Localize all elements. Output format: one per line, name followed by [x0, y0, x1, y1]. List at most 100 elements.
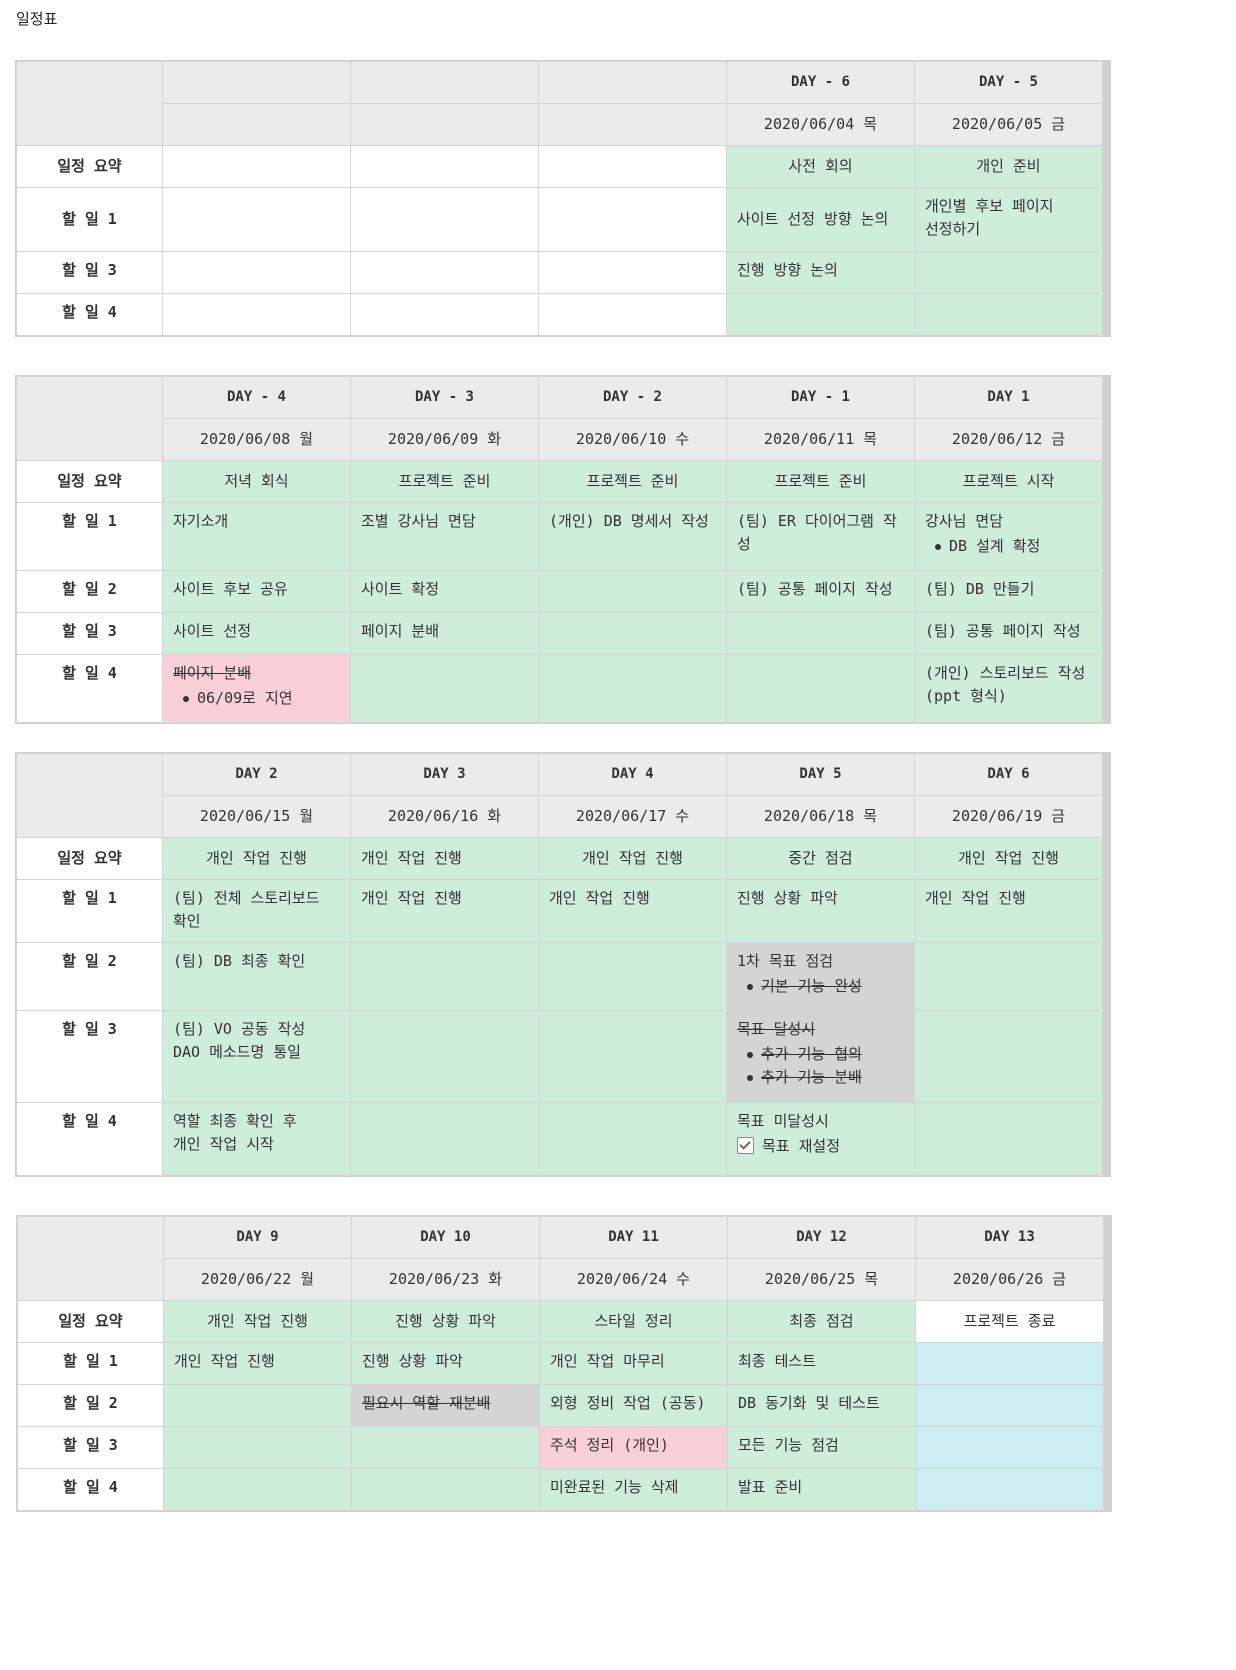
summary-cell: 프로젝트 준비: [726, 460, 915, 503]
todo-cell: 외형 정비 작업 (공동): [539, 1384, 728, 1427]
todo-cell: [915, 1384, 1104, 1427]
corner-cell: [16, 376, 163, 461]
todo-cell: [538, 1102, 727, 1176]
todo-text: 1차 목표 점검: [737, 952, 834, 970]
todo-cell: [538, 187, 727, 252]
row-label-todo4: 할 일 4: [16, 1102, 163, 1176]
todo-cell: [538, 293, 727, 336]
todo-cell: 사이트 선정 방향 논의: [726, 187, 915, 252]
summary-cell: [162, 145, 351, 188]
bullet-list: 기본 기능 완성: [737, 975, 904, 998]
row-label-todo1: 할 일 1: [16, 879, 163, 943]
checkbox-checked-icon[interactable]: [737, 1137, 754, 1154]
day-header: DAY 13: [915, 1216, 1104, 1259]
schedule-table-week4: DAY 9 DAY 10 DAY 11 DAY 12 DAY 13 2020/0…: [16, 1215, 1112, 1512]
todo-cell: (팀) 공통 페이지 작성: [726, 570, 915, 613]
date-header: 2020/06/08 월: [162, 418, 351, 461]
day-header: DAY 6: [914, 753, 1103, 796]
todo-cell: 1차 목표 점검 기본 기능 완성: [726, 942, 915, 1011]
summary-cell: 개인 작업 진행: [538, 837, 727, 880]
schedule-table-week2: DAY - 4 DAY - 3 DAY - 2 DAY - 1 DAY 1 20…: [15, 375, 1111, 724]
date-header: 2020/06/04 목: [726, 103, 915, 146]
corner-cell: [16, 753, 163, 838]
checklist-item: 목표 재설정: [737, 1135, 904, 1158]
todo-cell: [914, 942, 1103, 1011]
todo-cell: [162, 293, 351, 336]
todo-cell: 강사님 면담 DB 설계 확정: [914, 502, 1103, 571]
todo-cell: [163, 1468, 352, 1511]
todo-cell-struck: 필요시 역할 재분배: [351, 1384, 540, 1427]
date-header: [162, 103, 351, 146]
todo-cell: 개인 작업 진행: [163, 1342, 352, 1385]
todo-text-struck: 페이지 분배: [173, 664, 252, 682]
day-header: DAY 11: [539, 1216, 728, 1259]
todo-cell: [350, 251, 539, 294]
day-header: DAY - 1: [726, 376, 915, 419]
todo-cell: 개인 작업 진행: [914, 879, 1103, 943]
summary-cell: 개인 작업 진행: [163, 1300, 352, 1343]
todo-cell: (팀) DB 만들기: [914, 570, 1103, 613]
todo-cell: [914, 251, 1103, 294]
todo-cell: 조별 강사님 면담: [350, 502, 539, 571]
date-header: 2020/06/22 월: [163, 1258, 352, 1301]
date-header: 2020/06/23 화: [351, 1258, 540, 1301]
row-label-summary: 일정 요약: [16, 145, 163, 188]
todo-cell: 목표 미달성시 목표 재설정: [726, 1102, 915, 1176]
row-label-todo3: 할 일 3: [17, 1426, 164, 1469]
todo-cell: 최종 테스트: [727, 1342, 916, 1385]
todo-cell: [538, 654, 727, 723]
todo-cell: [162, 251, 351, 294]
todo-cell: 목표 달성시 추가 기능 협의 추가 기능 분배: [726, 1010, 915, 1103]
todo-cell: 진행 상황 파악: [351, 1342, 540, 1385]
row-label-todo1: 할 일 1: [16, 502, 163, 571]
day-header: DAY - 3: [350, 376, 539, 419]
bullet-item: DB 설계 확정: [935, 535, 1092, 558]
todo-cell: [914, 293, 1103, 336]
day-header: DAY 3: [350, 753, 539, 796]
todo-cell: (팀) ER 다이어그램 작성: [726, 502, 915, 571]
day-header: DAY 2: [162, 753, 351, 796]
todo-cell: 모든 기능 점검: [727, 1426, 916, 1469]
day-header: DAY 12: [727, 1216, 916, 1259]
day-header: DAY 1: [914, 376, 1103, 419]
todo-cell: 주석 정리 (개인): [539, 1426, 728, 1469]
todo-cell: [726, 293, 915, 336]
bullet-list: 추가 기능 협의 추가 기능 분배: [737, 1043, 904, 1089]
row-label-todo4: 할 일 4: [16, 293, 163, 336]
todo-cell: (팀) VO 공동 작성 DAO 메소드명 통일: [162, 1010, 351, 1103]
todo-cell: DB 동기화 및 테스트: [727, 1384, 916, 1427]
date-header: 2020/06/18 목: [726, 795, 915, 838]
schedule-table-week1: DAY - 6 DAY - 5 2020/06/04 목 2020/06/05 …: [15, 60, 1111, 337]
todo-cell: [163, 1384, 352, 1427]
date-header: 2020/06/25 목: [727, 1258, 916, 1301]
todo-cell: [350, 293, 539, 336]
bullet-list: 06/09로 지연: [173, 687, 340, 710]
todo-cell: [538, 570, 727, 613]
day-header: DAY 10: [351, 1216, 540, 1259]
todo-cell: [351, 1468, 540, 1511]
todo-cell: [162, 187, 351, 252]
day-header: DAY 9: [163, 1216, 352, 1259]
todo-cell: [914, 1102, 1103, 1176]
todo-cell: 자기소개: [162, 502, 351, 571]
todo-text: 목표 미달성시: [737, 1112, 829, 1130]
todo-cell: [163, 1426, 352, 1469]
row-label-todo2: 할 일 2: [17, 1384, 164, 1427]
row-label-todo2: 할 일 2: [16, 942, 163, 1011]
day-header: DAY 5: [726, 753, 915, 796]
todo-cell: (팀) 공통 페이지 작성: [914, 612, 1103, 655]
todo-cell: [538, 612, 727, 655]
summary-cell: 중간 점검: [726, 837, 915, 880]
todo-text-struck: 목표 달성시: [737, 1020, 816, 1038]
summary-cell: 개인 작업 진행: [914, 837, 1103, 880]
date-header: 2020/06/15 월: [162, 795, 351, 838]
row-label-todo4: 할 일 4: [16, 654, 163, 723]
summary-cell: 프로젝트 종료: [915, 1300, 1104, 1343]
todo-cell: 사이트 후보 공유: [162, 570, 351, 613]
date-header: 2020/06/12 금: [914, 418, 1103, 461]
todo-cell: [726, 654, 915, 723]
date-header: 2020/06/10 수: [538, 418, 727, 461]
row-label-todo3: 할 일 3: [16, 251, 163, 294]
todo-text: 강사님 면담: [925, 512, 1004, 530]
todo-text: DAO 메소드명 통일: [173, 1043, 301, 1061]
